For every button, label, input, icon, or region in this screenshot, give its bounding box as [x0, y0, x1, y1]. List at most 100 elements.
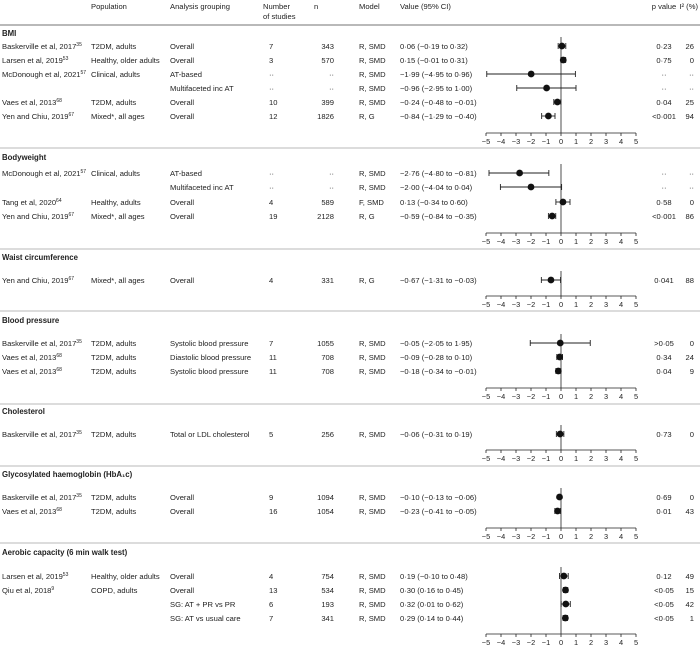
- model-cell: R, SMD: [359, 84, 386, 93]
- x-tick-label: −1: [542, 300, 550, 309]
- x-tick-label: 3: [604, 300, 608, 309]
- p-value-cell: 0·041: [654, 276, 673, 285]
- p-value-cell: 0·34: [656, 353, 671, 362]
- x-tick-label: 5: [634, 638, 638, 646]
- x-tick-label: 3: [604, 532, 608, 541]
- population-cell: T2DM, adults: [91, 353, 136, 362]
- x-tick-label: −2: [527, 532, 535, 541]
- x-tick-label: 0: [559, 137, 563, 146]
- x-tick-label: 1: [574, 638, 578, 646]
- value-cell: 0·29 (0·14 to 0·44): [400, 614, 464, 623]
- study-ref: 68: [56, 367, 62, 373]
- x-tick-label: −5: [482, 392, 490, 401]
- studies-cell: 11: [269, 367, 277, 376]
- x-tick-label: −4: [497, 638, 505, 646]
- model-cell: R, SMD: [359, 353, 386, 362]
- point-estimate: [560, 572, 568, 580]
- header-studies: Number: [263, 2, 290, 11]
- point-estimate: [556, 493, 563, 501]
- population-cell: Healthy, older adults: [91, 572, 160, 581]
- x-tick-label: 0: [559, 638, 563, 646]
- analysis-cell: Multifaceted inc AT: [170, 183, 234, 192]
- study-name: Baskerville et al, 201735: [2, 430, 82, 439]
- value-cell: −0·09 (−0·28 to 0·10): [400, 353, 473, 362]
- x-tick-label: −3: [512, 137, 520, 146]
- analysis-cell: Overall: [170, 572, 194, 581]
- x-tick-label: −4: [497, 532, 505, 541]
- population-cell: Clinical, adults: [91, 169, 140, 178]
- value-cell: −0·24 (−0·48 to −0·01): [400, 98, 477, 107]
- analysis-cell: Overall: [170, 586, 194, 595]
- study-ref: 68: [56, 98, 62, 104]
- analysis-cell: Overall: [170, 276, 194, 285]
- n-cell: 708: [321, 367, 334, 376]
- i2-cell: 9: [690, 367, 694, 376]
- studies-cell: 5: [269, 430, 273, 439]
- i2-cell: 86: [686, 212, 694, 221]
- i2-cell: ··: [689, 84, 694, 93]
- population-cell: Healthy, adults: [91, 198, 141, 207]
- study-ref: 67: [68, 212, 74, 218]
- value-cell: −0·84 (−1·29 to −0·40): [400, 112, 477, 121]
- x-tick-label: −3: [512, 300, 520, 309]
- x-tick-label: −2: [527, 454, 535, 463]
- point-estimate: [548, 212, 556, 220]
- point-estimate: [527, 70, 535, 78]
- header-i2: I² (%): [679, 2, 698, 11]
- study-ref: 68: [56, 353, 62, 359]
- i2-cell: 94: [686, 112, 694, 121]
- i2-cell: 15: [686, 586, 694, 595]
- point-estimate: [527, 183, 535, 191]
- i2-cell: 0: [690, 493, 694, 502]
- study-name: Baskerville et al, 201735: [2, 42, 82, 51]
- header-analysis: Analysis grouping: [170, 2, 230, 11]
- studies-cell: 13: [269, 586, 277, 595]
- x-tick-label: 4: [619, 300, 623, 309]
- x-tick-label: 3: [604, 237, 608, 246]
- section-title: Aerobic capacity (6 min walk test): [2, 548, 128, 557]
- x-tick-label: 2: [589, 300, 593, 309]
- studies-cell: 11: [269, 353, 277, 362]
- study-ref: 68: [56, 507, 62, 513]
- point-estimate: [562, 586, 569, 594]
- x-tick-label: 1: [574, 237, 578, 246]
- x-tick-label: 1: [574, 454, 578, 463]
- x-tick-label: 1: [574, 137, 578, 146]
- x-tick-label: 4: [619, 392, 623, 401]
- section-title: Cholesterol: [2, 407, 45, 416]
- model-cell: R, SMD: [359, 507, 386, 516]
- analysis-cell: Systolic blood pressure: [170, 339, 249, 348]
- model-cell: R, SMD: [359, 572, 386, 581]
- x-tick-label: −3: [512, 237, 520, 246]
- study-name: Vaes et al, 201368: [2, 367, 62, 376]
- x-tick-label: −5: [482, 237, 490, 246]
- studies-cell: 6: [269, 600, 273, 609]
- i2-cell: 49: [686, 572, 694, 581]
- x-tick-label: −2: [527, 300, 535, 309]
- analysis-cell: Overall: [170, 98, 194, 107]
- analysis-cell: AT-based: [170, 169, 202, 178]
- population-cell: Healthy, older adults: [91, 56, 160, 65]
- x-tick-label: 4: [619, 137, 623, 146]
- model-cell: R, SMD: [359, 169, 386, 178]
- p-value-cell: ··: [661, 183, 666, 192]
- i2-cell: 25: [686, 98, 694, 107]
- x-tick-label: 2: [589, 638, 593, 646]
- studies-cell: 7: [269, 339, 273, 348]
- value-cell: −0·59 (−0·84 to −0·35): [400, 212, 477, 221]
- studies-cell: 4: [269, 198, 273, 207]
- analysis-cell: AT-based: [170, 70, 202, 79]
- analysis-cell: Overall: [170, 507, 194, 516]
- point-estimate: [561, 614, 569, 622]
- study-name: Yen and Chiu, 201967: [2, 212, 74, 221]
- x-tick-label: −1: [542, 137, 550, 146]
- x-tick-label: 2: [589, 454, 593, 463]
- x-tick-label: 2: [589, 237, 593, 246]
- x-tick-label: 5: [634, 137, 638, 146]
- study-name: Yen and Chiu, 201967: [2, 276, 74, 285]
- study-name: Qiu et al, 20189: [2, 586, 54, 595]
- model-cell: R, SMD: [359, 70, 386, 79]
- x-tick-label: −1: [542, 237, 550, 246]
- n-cell: 1826: [317, 112, 334, 121]
- x-tick-label: 0: [559, 392, 563, 401]
